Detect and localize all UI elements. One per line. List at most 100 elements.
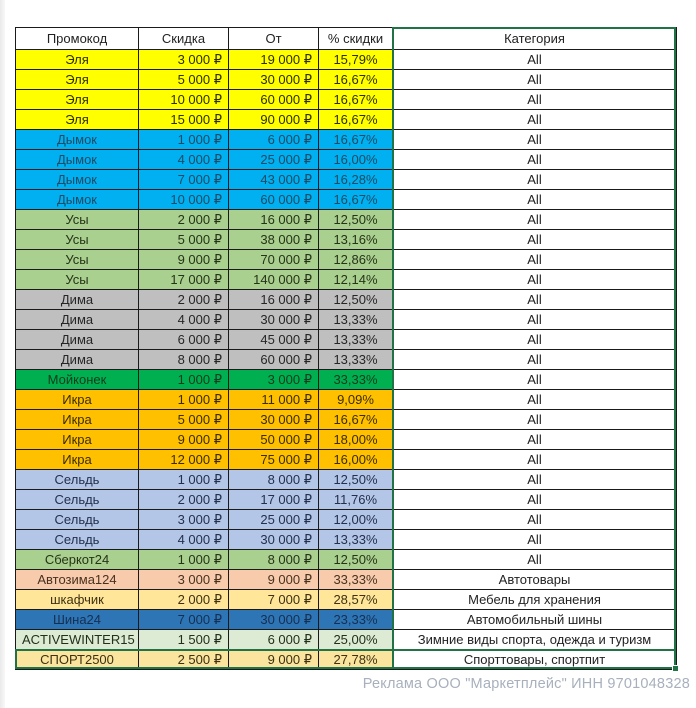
promo-cell[interactable]: Икра xyxy=(15,429,139,450)
discount-cell[interactable]: 2 000 ₽ xyxy=(138,209,229,230)
discount-cell[interactable]: 17 000 ₽ xyxy=(138,269,229,290)
percent-cell[interactable]: 12,50% xyxy=(318,549,393,570)
percent-cell[interactable]: 12,50% xyxy=(318,289,393,310)
promo-cell[interactable]: СПОРТ2500 xyxy=(15,649,139,670)
percent-cell[interactable]: 9,09% xyxy=(318,389,393,410)
from-cell[interactable]: 9 000 ₽ xyxy=(228,649,319,670)
percent-cell[interactable]: 16,67% xyxy=(318,69,393,90)
discount-cell[interactable]: 10 000 ₽ xyxy=(138,189,229,210)
from-cell[interactable]: 3 000 ₽ xyxy=(228,369,319,390)
discount-cell[interactable]: 10 000 ₽ xyxy=(138,89,229,110)
discount-cell[interactable]: 4 000 ₽ xyxy=(138,529,229,550)
category-cell[interactable]: All xyxy=(392,209,677,230)
category-cell[interactable]: All xyxy=(392,169,677,190)
discount-cell[interactable]: 3 000 ₽ xyxy=(138,569,229,590)
discount-cell[interactable]: 3 000 ₽ xyxy=(138,509,229,530)
promo-cell[interactable]: Дымок xyxy=(15,189,139,210)
from-cell[interactable]: 16 000 ₽ xyxy=(228,209,319,230)
from-cell[interactable]: 70 000 ₽ xyxy=(228,249,319,270)
category-cell[interactable]: Зимние виды спорта, одежда и туризм xyxy=(392,629,677,650)
promo-cell[interactable]: Дымок xyxy=(15,129,139,150)
promo-cell[interactable]: Усы xyxy=(15,249,139,270)
from-cell[interactable]: 8 000 ₽ xyxy=(228,549,319,570)
percent-cell[interactable]: 33,33% xyxy=(318,369,393,390)
promo-cell[interactable]: Дима xyxy=(15,329,139,350)
percent-cell[interactable]: 12,14% xyxy=(318,269,393,290)
from-cell[interactable]: 16 000 ₽ xyxy=(228,289,319,310)
category-cell[interactable]: All xyxy=(392,549,677,570)
percent-cell[interactable]: 16,28% xyxy=(318,169,393,190)
category-cell[interactable]: All xyxy=(392,309,677,330)
percent-cell[interactable]: 13,16% xyxy=(318,229,393,250)
percent-cell[interactable]: 13,33% xyxy=(318,349,393,370)
from-cell[interactable]: 6 000 ₽ xyxy=(228,629,319,650)
discount-cell[interactable]: 9 000 ₽ xyxy=(138,249,229,270)
percent-cell[interactable]: 18,00% xyxy=(318,429,393,450)
discount-cell[interactable]: 5 000 ₽ xyxy=(138,69,229,90)
from-cell[interactable]: 140 000 ₽ xyxy=(228,269,319,290)
percent-cell[interactable]: 16,67% xyxy=(318,109,393,130)
category-cell[interactable]: All xyxy=(392,469,677,490)
from-cell[interactable]: 8 000 ₽ xyxy=(228,469,319,490)
promo-cell[interactable]: Дымок xyxy=(15,169,139,190)
category-cell[interactable]: All xyxy=(392,49,677,70)
promo-cell[interactable]: Дима xyxy=(15,349,139,370)
promo-cell[interactable]: Сельдь xyxy=(15,489,139,510)
from-cell[interactable]: 30 000 ₽ xyxy=(228,409,319,430)
category-cell[interactable]: All xyxy=(392,129,677,150)
discount-cell[interactable]: 9 000 ₽ xyxy=(138,429,229,450)
category-cell[interactable]: Мебель для хранения xyxy=(392,589,677,610)
from-cell[interactable]: 30 000 ₽ xyxy=(228,69,319,90)
category-cell[interactable]: Спорттовары, спортпит xyxy=(392,649,677,670)
from-cell[interactable]: 90 000 ₽ xyxy=(228,109,319,130)
promo-cell[interactable]: Икра xyxy=(15,409,139,430)
discount-cell[interactable]: 6 000 ₽ xyxy=(138,329,229,350)
from-cell[interactable]: 45 000 ₽ xyxy=(228,329,319,350)
percent-cell[interactable]: 16,67% xyxy=(318,89,393,110)
promo-cell[interactable]: Дымок xyxy=(15,149,139,170)
category-cell[interactable]: All xyxy=(392,269,677,290)
header-from[interactable]: От xyxy=(228,27,319,50)
from-cell[interactable]: 75 000 ₽ xyxy=(228,449,319,470)
promo-cell[interactable]: Шина24 xyxy=(15,609,139,630)
promo-cell[interactable]: Мойконек xyxy=(15,369,139,390)
from-cell[interactable]: 60 000 ₽ xyxy=(228,349,319,370)
promo-cell[interactable]: Усы xyxy=(15,209,139,230)
promo-cell[interactable]: Сельдь xyxy=(15,509,139,530)
percent-cell[interactable]: 12,00% xyxy=(318,509,393,530)
discount-cell[interactable]: 3 000 ₽ xyxy=(138,49,229,70)
category-cell[interactable]: All xyxy=(392,409,677,430)
discount-cell[interactable]: 5 000 ₽ xyxy=(138,229,229,250)
discount-cell[interactable]: 1 000 ₽ xyxy=(138,129,229,150)
discount-cell[interactable]: 2 000 ₽ xyxy=(138,289,229,310)
promo-cell[interactable]: Дима xyxy=(15,289,139,310)
percent-cell[interactable]: 13,33% xyxy=(318,309,393,330)
category-cell[interactable]: All xyxy=(392,69,677,90)
discount-cell[interactable]: 4 000 ₽ xyxy=(138,309,229,330)
category-cell[interactable]: All xyxy=(392,189,677,210)
category-cell[interactable]: All xyxy=(392,449,677,470)
from-cell[interactable]: 60 000 ₽ xyxy=(228,89,319,110)
promo-cell[interactable]: шкафчик xyxy=(15,589,139,610)
discount-cell[interactable]: 1 000 ₽ xyxy=(138,549,229,570)
from-cell[interactable]: 11 000 ₽ xyxy=(228,389,319,410)
discount-cell[interactable]: 1 000 ₽ xyxy=(138,469,229,490)
promo-cell[interactable]: Сберкот24 xyxy=(15,549,139,570)
from-cell[interactable]: 30 000 ₽ xyxy=(228,309,319,330)
discount-cell[interactable]: 5 000 ₽ xyxy=(138,409,229,430)
promo-cell[interactable]: Икра xyxy=(15,449,139,470)
from-cell[interactable]: 30 000 ₽ xyxy=(228,609,319,630)
promo-cell[interactable]: Автозима124 xyxy=(15,569,139,590)
from-cell[interactable]: 43 000 ₽ xyxy=(228,169,319,190)
from-cell[interactable]: 30 000 ₽ xyxy=(228,529,319,550)
category-cell[interactable]: All xyxy=(392,389,677,410)
percent-cell[interactable]: 23,33% xyxy=(318,609,393,630)
promo-cell[interactable]: ACTIVEWINTER15 xyxy=(15,629,139,650)
promo-cell[interactable]: Эля xyxy=(15,69,139,90)
from-cell[interactable]: 25 000 ₽ xyxy=(228,149,319,170)
discount-cell[interactable]: 15 000 ₽ xyxy=(138,109,229,130)
discount-cell[interactable]: 8 000 ₽ xyxy=(138,349,229,370)
discount-cell[interactable]: 2 500 ₽ xyxy=(138,649,229,670)
category-cell[interactable]: All xyxy=(392,329,677,350)
category-cell[interactable]: Автомобильный шины xyxy=(392,609,677,630)
